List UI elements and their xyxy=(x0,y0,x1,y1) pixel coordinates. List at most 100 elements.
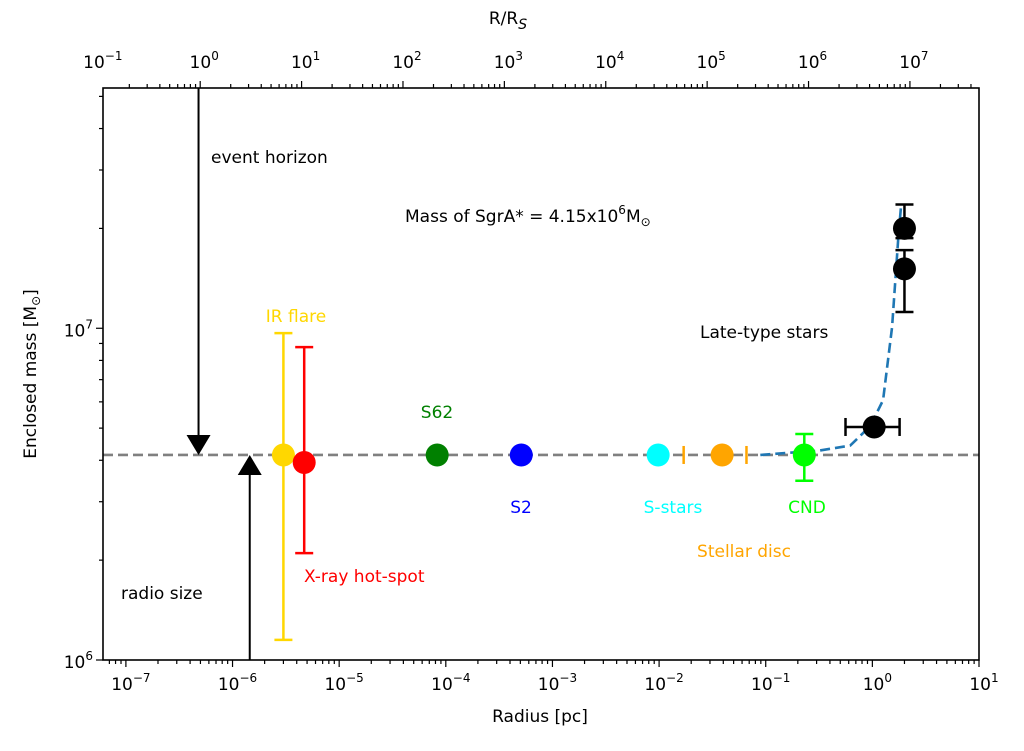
marker xyxy=(862,415,886,439)
s-stars-label: S-stars xyxy=(644,498,703,518)
y-axis-label: Enclosed mass [M⊙] xyxy=(21,289,43,459)
s2-label: S2 xyxy=(510,498,532,518)
marker xyxy=(710,443,734,467)
y-axis-label-end: ] xyxy=(21,289,41,296)
y-axis-label-sun: ⊙ xyxy=(29,296,43,306)
top-x-tick-label: 107 xyxy=(899,49,928,73)
arrows xyxy=(186,88,262,660)
x-tick-label: 10−6 xyxy=(218,671,257,695)
top-x-axis-label: R/RS xyxy=(489,9,527,33)
tick-exponent: −6 xyxy=(239,671,257,685)
top-x-tick-label: 101 xyxy=(291,49,320,73)
data-point-cnd xyxy=(792,432,816,483)
tick-exponent: 0 xyxy=(211,49,219,63)
tick-base: 10 xyxy=(190,53,212,73)
top-x-tick-label: 102 xyxy=(392,49,421,73)
tick-base: 10 xyxy=(431,675,453,695)
mass-sun-symbol: ⊙ xyxy=(641,215,651,229)
tick-exponent: 5 xyxy=(718,49,726,63)
x-axis-label: Radius [pc] xyxy=(492,707,588,727)
arrow-head xyxy=(186,434,211,455)
marker xyxy=(509,443,533,467)
tick-exponent: −4 xyxy=(453,671,471,685)
event-horizon-arrow xyxy=(186,88,211,455)
data-point-late-type-stars-1 xyxy=(844,415,901,439)
tick-base: 10 xyxy=(538,675,560,695)
tick-base: 10 xyxy=(324,675,346,695)
tick-exponent: −2 xyxy=(666,671,684,685)
tick-base: 10 xyxy=(969,675,991,695)
model-curve-layer xyxy=(760,208,903,457)
model-curve xyxy=(760,208,903,457)
marker xyxy=(425,443,449,467)
top-x-tick-label: 104 xyxy=(595,49,624,73)
top-x-axis-label-main: R/R xyxy=(489,9,519,29)
mass-annotation: Mass of SgrA* = 4.15x106M⊙ xyxy=(405,203,651,229)
arrow-head xyxy=(237,454,262,475)
marker xyxy=(292,450,316,474)
data-point-late-type-stars-2 xyxy=(892,248,916,314)
tick-exponent: 7 xyxy=(85,317,93,331)
x-tick-label: 10−3 xyxy=(538,671,577,695)
top-x-tick-label: 100 xyxy=(190,49,219,73)
y-tick-label: 106 xyxy=(64,649,93,673)
tick-exponent: 1 xyxy=(313,49,321,63)
tick-base: 10 xyxy=(899,53,921,73)
tick-base: 10 xyxy=(595,53,617,73)
tick-exponent: 1 xyxy=(991,671,999,685)
y-tick-label: 107 xyxy=(64,317,93,341)
tick-base: 10 xyxy=(83,53,105,73)
data-point-s-stars xyxy=(646,443,670,467)
late-type-stars-label: Late-type stars xyxy=(700,323,828,343)
mass-prefix: Mass of SgrA* = 4.15x10 xyxy=(405,207,618,227)
data-point-x-ray-hot-spot xyxy=(292,345,316,555)
data-point-late-type-stars-3 xyxy=(892,203,916,240)
tick-base: 10 xyxy=(218,675,240,695)
tick-base: 10 xyxy=(111,675,133,695)
tick-base: 10 xyxy=(494,53,516,73)
data-point-ir-flare xyxy=(271,331,295,642)
tick-base: 10 xyxy=(64,653,86,673)
data-point-s2 xyxy=(509,443,533,467)
x-tick-label: 101 xyxy=(969,671,998,695)
tick-base: 10 xyxy=(863,675,885,695)
tick-exponent: 6 xyxy=(820,49,828,63)
tick-exponent: 0 xyxy=(884,671,892,685)
x-tick-label: 10−5 xyxy=(324,671,363,695)
y-axis-label-main: Enclosed mass [M xyxy=(21,306,41,459)
event-horizon-label: event horizon xyxy=(211,148,328,168)
tick-base: 10 xyxy=(291,53,313,73)
top-x-tick-label: 10−1 xyxy=(83,49,122,73)
tick-exponent: −3 xyxy=(559,671,577,685)
marker xyxy=(646,443,670,467)
tick-exponent: 3 xyxy=(515,49,523,63)
stellar-disc-label: Stellar disc xyxy=(697,542,791,562)
tick-exponent: 7 xyxy=(921,49,929,63)
tick-base: 10 xyxy=(392,53,414,73)
x-tick-label: 10−1 xyxy=(751,671,790,695)
marker xyxy=(271,443,295,467)
tick-exponent: −5 xyxy=(346,671,364,685)
tick-exponent: 4 xyxy=(617,49,625,63)
x-tick-label: 10−4 xyxy=(431,671,470,695)
plot-frame xyxy=(102,87,980,661)
marker xyxy=(892,257,916,281)
tick-exponent: 6 xyxy=(85,649,93,663)
mass-unit: M xyxy=(626,207,641,227)
tick-exponent: −1 xyxy=(773,671,791,685)
tick-base: 10 xyxy=(751,675,773,695)
tick-base: 10 xyxy=(798,53,820,73)
mass-exponent: 6 xyxy=(618,203,626,217)
marker xyxy=(792,443,816,467)
radio-size-label: radio size xyxy=(121,584,203,604)
data-point-s62 xyxy=(425,443,449,467)
data-points xyxy=(271,203,916,642)
xray-hotspot-label: X-ray hot-spot xyxy=(304,567,425,587)
tick-base: 10 xyxy=(644,675,666,695)
top-x-tick-label: 103 xyxy=(494,49,523,73)
tick-base: 10 xyxy=(64,321,86,341)
s62-label: S62 xyxy=(421,403,453,423)
radio-size-arrow xyxy=(237,454,262,660)
